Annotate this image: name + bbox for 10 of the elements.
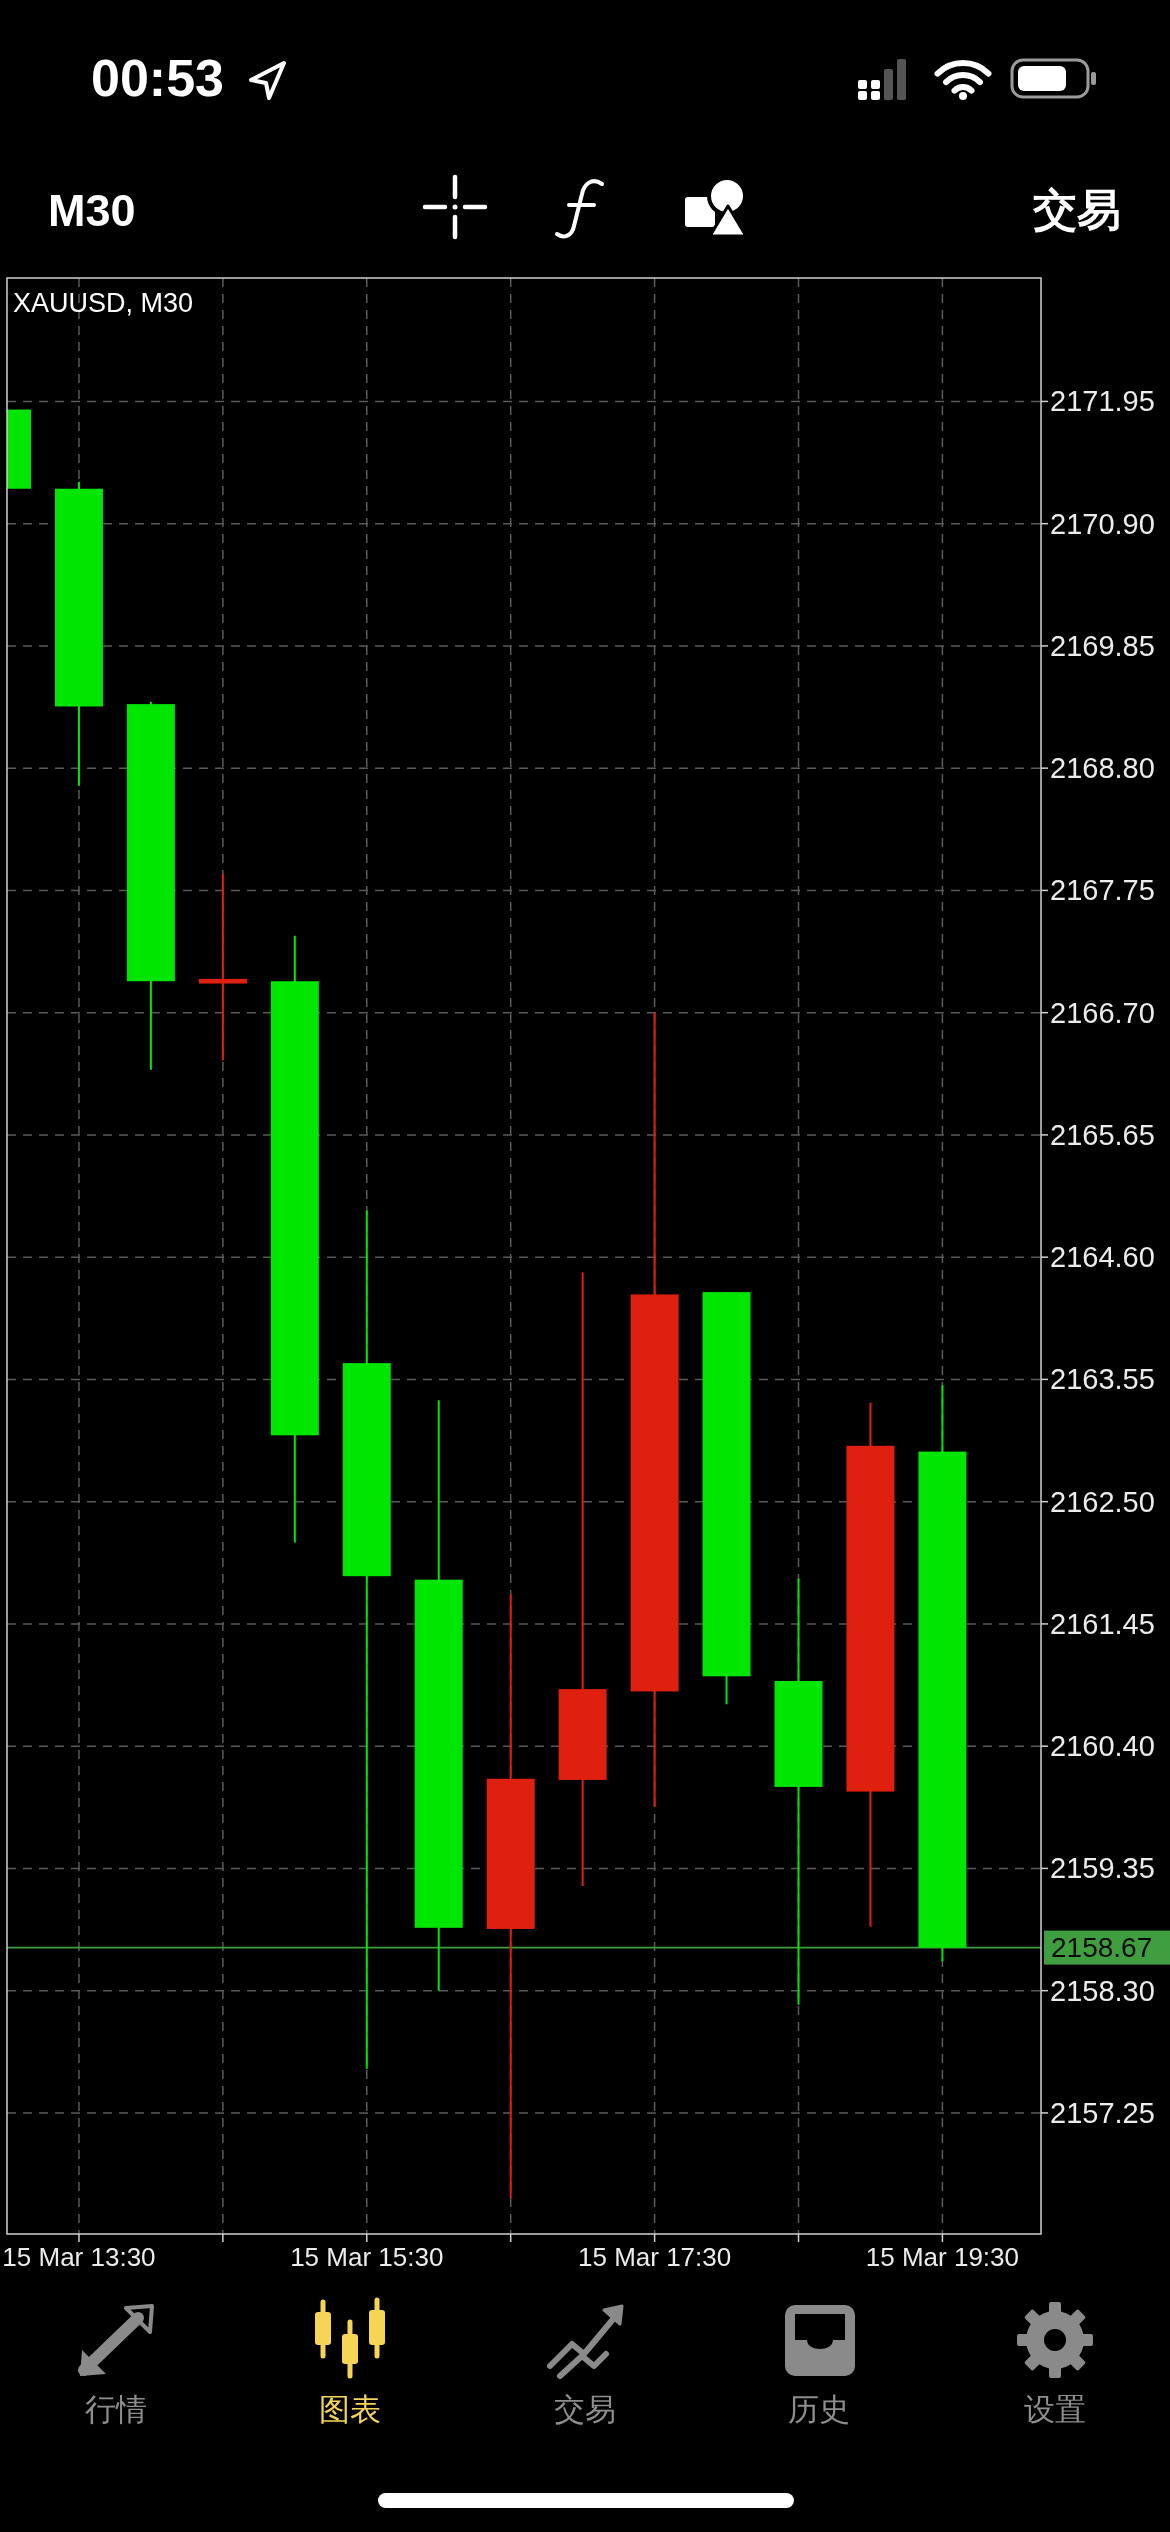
annotation: 设置 bbox=[1024, 2392, 1086, 2427]
title: XAUUSD, M30 bbox=[13, 288, 194, 318]
annotation: 图表 bbox=[319, 2392, 381, 2427]
annotation: 00:53 bbox=[91, 49, 224, 107]
annotation: M30 bbox=[48, 185, 136, 236]
ref-line-label: 2158.67 bbox=[1051, 1932, 1153, 1964]
annotation: 历史 bbox=[788, 2392, 850, 2427]
annotation: 行情 bbox=[85, 2392, 147, 2427]
annotation: 交易 bbox=[554, 2392, 616, 2427]
annotation: 交易 bbox=[1033, 185, 1121, 234]
